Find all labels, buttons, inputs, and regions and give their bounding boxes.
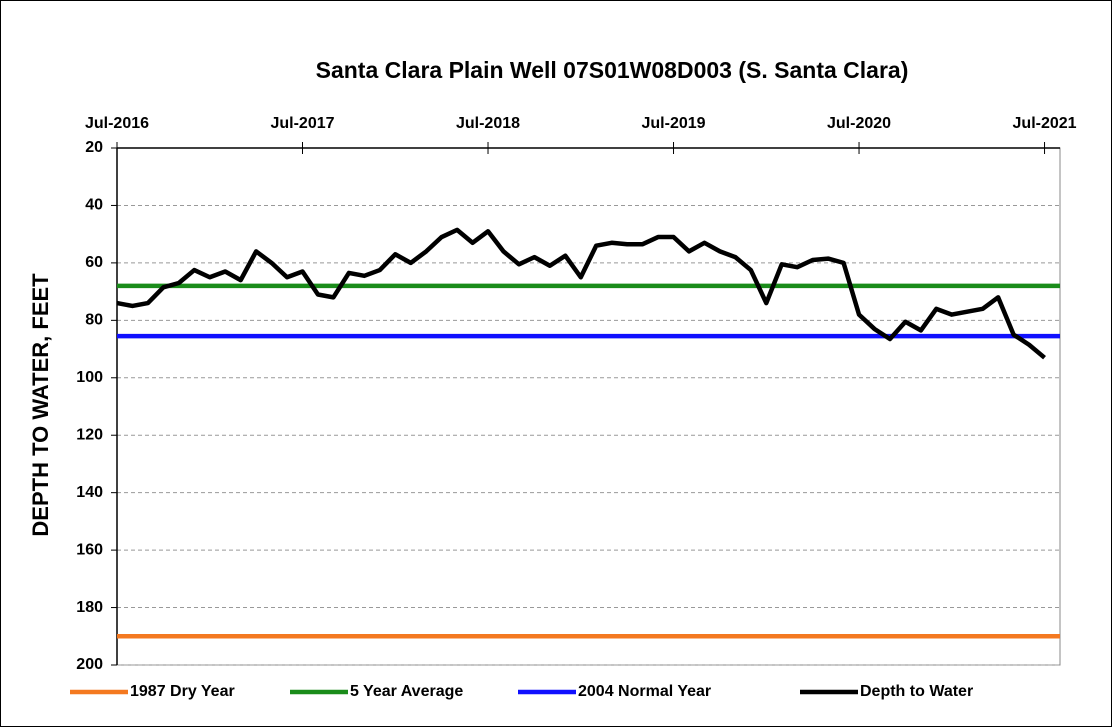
y-tick-label: 160 (76, 541, 103, 558)
legend-label: 2004 Normal Year (578, 683, 711, 700)
y-tick-label: 120 (76, 426, 103, 443)
y-tick-label: 140 (76, 484, 103, 501)
chart-title: Santa Clara Plain Well 07S01W08D003 (S. … (316, 57, 909, 83)
legend-label: 1987 Dry Year (130, 683, 235, 700)
y-tick-label: 80 (85, 312, 103, 329)
y-tick-label: 200 (76, 656, 103, 673)
y-tick-label: 180 (76, 599, 103, 616)
y-tick-label: 40 (85, 197, 103, 214)
y-tick-label: 100 (76, 369, 103, 386)
x-tick-label: Jul-2020 (827, 115, 891, 132)
legend-label: 5 Year Average (350, 683, 463, 700)
x-tick-label: Jul-2016 (85, 115, 149, 132)
x-tick-label: Jul-2018 (456, 115, 520, 132)
legend-label: Depth to Water (860, 683, 973, 700)
data-line (116, 227, 1046, 360)
y-axis-label: DEPTH TO WATER, FEET (28, 273, 53, 537)
x-tick-label: Jul-2021 (1013, 115, 1077, 132)
y-tick-label: 60 (85, 254, 103, 271)
y-tick-label: 20 (85, 139, 103, 156)
x-tick-label: Jul-2017 (270, 115, 334, 132)
x-tick-label: Jul-2019 (642, 115, 706, 132)
